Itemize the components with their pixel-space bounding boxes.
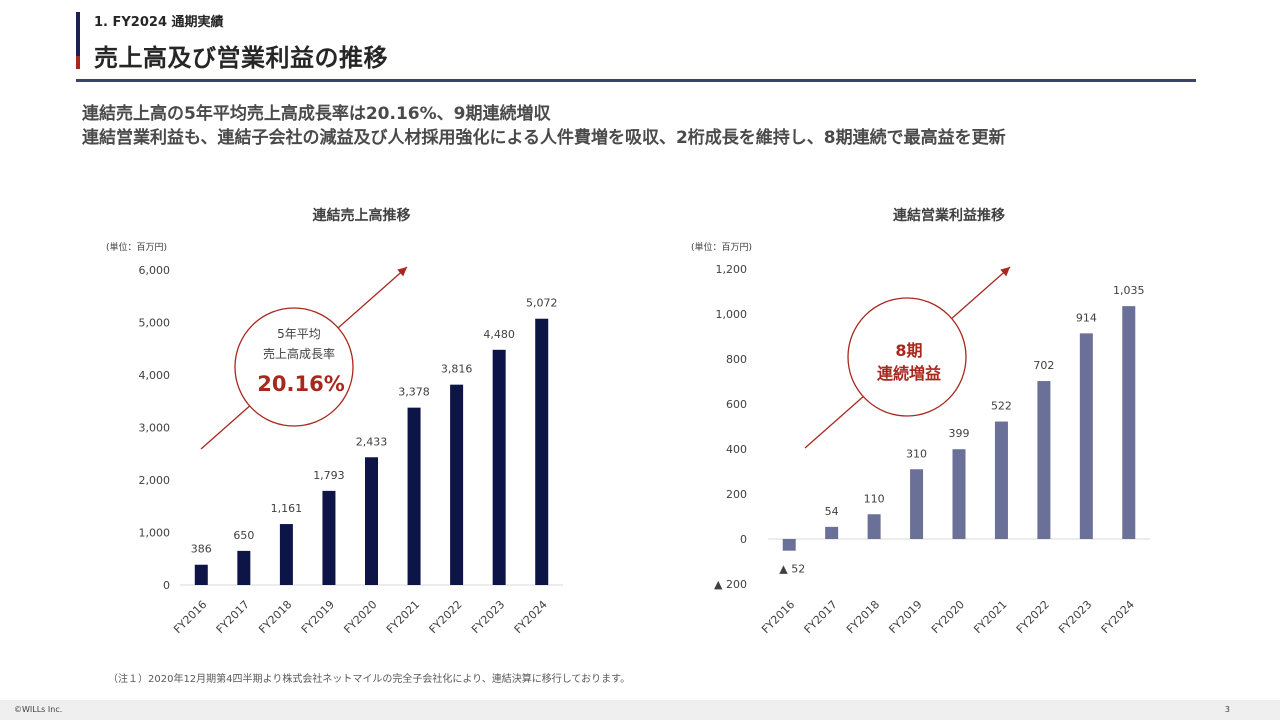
bar-fy2017 bbox=[825, 526, 839, 539]
section-label: 1. FY2024 通期実績 bbox=[94, 15, 224, 30]
y-tick-label: 800 bbox=[726, 353, 747, 366]
bar-fy2016 bbox=[194, 564, 208, 585]
x-tick-label: FY2017 bbox=[802, 598, 840, 636]
x-tick-label: FY2022 bbox=[1014, 598, 1052, 636]
x-tick-label: FY2019 bbox=[299, 598, 337, 636]
callout-circle bbox=[847, 297, 967, 417]
x-tick-label: FY2019 bbox=[886, 598, 924, 636]
chart-title: 連結売上高推移 bbox=[313, 207, 411, 224]
data-label: 110 bbox=[864, 492, 885, 505]
y-tick-label: 200 bbox=[726, 488, 747, 501]
bar-fy2022 bbox=[1037, 381, 1051, 539]
page-title: 売上高及び営業利益の推移 bbox=[94, 44, 388, 72]
callout-line2: 連続増益 bbox=[877, 364, 941, 383]
y-tick-label: 1,200 bbox=[716, 263, 748, 276]
data-label: 310 bbox=[906, 447, 927, 460]
data-label: 650 bbox=[233, 529, 254, 542]
chart-title: 連結営業利益推移 bbox=[893, 207, 1005, 224]
bar-fy2024 bbox=[1122, 306, 1136, 539]
data-label: 2,433 bbox=[356, 435, 388, 448]
data-label: 3,378 bbox=[398, 386, 430, 399]
title-accent-mark bbox=[76, 56, 80, 69]
x-tick-label: FY2024 bbox=[512, 598, 550, 636]
bar-fy2016 bbox=[782, 539, 796, 551]
unit-label: (単位：百万円) bbox=[106, 241, 167, 253]
data-label: 54 bbox=[825, 505, 839, 518]
y-tick-label: 0 bbox=[740, 533, 747, 546]
bar-fy2021 bbox=[994, 421, 1008, 539]
page-number: 3 bbox=[1224, 705, 1230, 714]
x-tick-label: FY2018 bbox=[256, 598, 294, 636]
y-tick-label: 2,000 bbox=[139, 474, 171, 487]
y-tick-label: 400 bbox=[726, 443, 747, 456]
bar-fy2023 bbox=[492, 349, 506, 585]
footer-band bbox=[0, 700, 1280, 720]
title-divider bbox=[76, 79, 1196, 82]
bar-fy2022 bbox=[450, 384, 464, 585]
data-label: 702 bbox=[1033, 359, 1054, 372]
y-tick-label: 5,000 bbox=[139, 317, 171, 330]
data-label: 1,161 bbox=[271, 502, 303, 515]
data-label: 3,816 bbox=[441, 363, 473, 376]
x-tick-label: FY2020 bbox=[929, 598, 967, 636]
bar-fy2019 bbox=[910, 469, 924, 539]
bar-fy2020 bbox=[952, 449, 966, 539]
bar-fy2019 bbox=[322, 490, 336, 585]
data-label: 399 bbox=[949, 427, 970, 440]
data-label: 522 bbox=[991, 400, 1012, 413]
bar-fy2020 bbox=[365, 457, 378, 585]
x-tick-label: FY2018 bbox=[844, 598, 882, 636]
y-tick-label: 1,000 bbox=[716, 308, 748, 321]
callout-line1: 8期 bbox=[895, 341, 922, 360]
y-tick-label: 0 bbox=[163, 579, 170, 592]
callout-line1: 5年平均 bbox=[277, 327, 321, 341]
sales-chart: 連結売上高推移 (単位：百万円) 0 1,000 2,000 3,000 4,000 5,00… bbox=[100, 195, 620, 655]
y-tick-label: 1,000 bbox=[139, 527, 171, 540]
data-label: 5,072 bbox=[526, 297, 558, 310]
profit-chart: 連結営業利益推移 (単位：百万円) ▲ 200 0 200 400 600 800 1,000 1… bbox=[680, 195, 1200, 655]
data-label: 1,035 bbox=[1113, 284, 1145, 297]
y-tick-label: 6,000 bbox=[139, 264, 171, 277]
trend-arrow-head bbox=[397, 267, 407, 277]
data-label: 914 bbox=[1076, 311, 1097, 324]
data-label: 4,480 bbox=[483, 328, 514, 341]
x-tick-label: FY2024 bbox=[1099, 598, 1137, 636]
bar-fy2018 bbox=[279, 524, 293, 585]
x-tick-label: FY2020 bbox=[341, 598, 379, 636]
y-tick-label: 3,000 bbox=[139, 422, 171, 435]
x-tick-label: FY2016 bbox=[171, 598, 209, 636]
copyright: ©WILLs Inc. bbox=[14, 705, 63, 714]
y-tick-label: 600 bbox=[726, 398, 747, 411]
bar-fy2017 bbox=[237, 550, 251, 585]
x-tick-label: FY2016 bbox=[759, 598, 797, 636]
profit-chart-svg: 連結営業利益推移 (単位：百万円) ▲ 200 0 200 400 600 800 1,000 1… bbox=[691, 207, 1150, 636]
bar-fy2024 bbox=[535, 318, 549, 585]
x-tick-label: FY2023 bbox=[1056, 598, 1094, 636]
data-label: 386 bbox=[191, 543, 212, 556]
x-tick-label: FY2021 bbox=[971, 598, 1009, 636]
x-tick-label: FY2023 bbox=[469, 598, 507, 636]
data-label: ▲ 52 bbox=[779, 563, 805, 576]
x-tick-label: FY2017 bbox=[214, 598, 252, 636]
callout-circle bbox=[234, 307, 354, 427]
x-tick-label: FY2022 bbox=[427, 598, 465, 636]
trend-arrow-head bbox=[1000, 267, 1010, 277]
bar-fy2023 bbox=[1079, 333, 1093, 539]
y-tick-label: 4,000 bbox=[139, 369, 171, 382]
headline-sales: 連結売上高の5年平均売上高成長率は20.16%、9期連続増収 bbox=[82, 104, 551, 124]
footnote: （注１）2020年12月期第4四半期より株式会社ネットマイルの完全子会社化により… bbox=[108, 674, 631, 685]
unit-label: (単位：百万円) bbox=[691, 241, 752, 253]
bar-fy2021 bbox=[407, 407, 421, 585]
callout-value: 20.16% bbox=[257, 372, 344, 396]
title-accent-bar bbox=[76, 12, 80, 56]
callout-line2: 売上高成長率 bbox=[263, 346, 335, 361]
y-tick-label: ▲ 200 bbox=[714, 578, 747, 591]
x-tick-label: FY2021 bbox=[384, 598, 422, 636]
headline-profit: 連結営業利益も、連結子会社の減益及び人材採用強化による人件費増を吸収、2桁成長を… bbox=[82, 128, 1006, 148]
bar-fy2018 bbox=[867, 514, 881, 539]
sales-chart-svg: 連結売上高推移 (単位：百万円) 0 1,000 2,000 3,000 4,000 5,00… bbox=[106, 207, 563, 636]
data-label: 1,793 bbox=[313, 469, 345, 482]
